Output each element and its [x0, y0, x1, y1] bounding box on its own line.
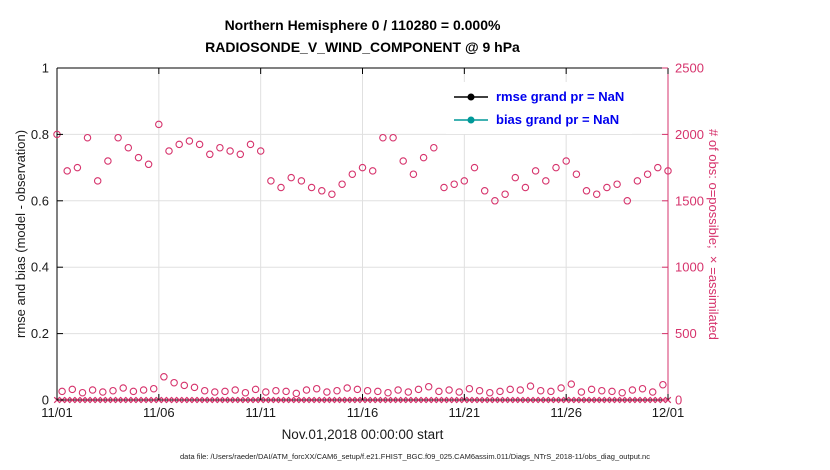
series-assimilated: [53, 396, 672, 404]
x-axis-label: Nov.01,2018 00:00:00 start: [281, 427, 444, 442]
svg-text:2000: 2000: [675, 127, 704, 142]
svg-text:500: 500: [675, 326, 697, 341]
svg-text:0: 0: [42, 393, 49, 408]
bias-marker-icon: [454, 116, 488, 123]
svg-text:0.4: 0.4: [31, 260, 49, 275]
rmse-legend-label: rmse grand pr = NaN: [496, 89, 625, 104]
rmse-legend-item: rmse grand pr = NaN: [454, 85, 624, 108]
svg-text:11/06: 11/06: [143, 405, 175, 420]
svg-text:11/11: 11/11: [245, 405, 276, 420]
data-file-path: data file: /Users/raeder/DAI/ATM_forcXX/…: [180, 452, 650, 461]
title-line1: Northern Hemisphere 0 / 110280 = 0.000%: [224, 17, 501, 33]
rmse-marker-icon: [454, 93, 488, 100]
svg-text:11/16: 11/16: [347, 405, 379, 420]
svg-text:11/21: 11/21: [449, 405, 481, 420]
svg-text:11/01: 11/01: [41, 405, 73, 420]
series-possible-synoptic: [53, 120, 672, 205]
legend: rmse grand pr = NaN bias grand pr = NaN: [446, 82, 633, 134]
left-axis-label: rmse and bias (model - observation): [13, 129, 28, 339]
svg-text:1500: 1500: [675, 193, 704, 208]
svg-text:0.6: 0.6: [31, 193, 49, 208]
tick-labels: 11/01 11/06 11/11 11/16 11/21 11/26 12/0100.20…: [31, 61, 704, 421]
svg-text:0.8: 0.8: [31, 127, 49, 142]
svg-text:11/26: 11/26: [550, 405, 582, 420]
svg-text:1: 1: [42, 61, 49, 76]
svg-text:0.2: 0.2: [31, 326, 49, 341]
svg-text:1000: 1000: [675, 260, 704, 275]
title-line2: RADIOSONDE_V_WIND_COMPONENT @ 9 hPa: [205, 39, 520, 55]
svg-text:0: 0: [675, 393, 682, 408]
bias-legend-item: bias grand pr = NaN: [454, 108, 624, 131]
chart-title: Northern Hemisphere 0 / 110280 = 0.000% …: [57, 14, 668, 58]
svg-text:12/01: 12/01: [652, 405, 685, 420]
right-axis-label: # of obs: o=possible; ×=assimilated: [706, 128, 721, 340]
bias-legend-label: bias grand pr = NaN: [496, 112, 620, 127]
tick-marks: [56, 67, 669, 401]
series-possible-offsynoptic: [58, 373, 667, 398]
svg-text:2500: 2500: [675, 61, 704, 76]
